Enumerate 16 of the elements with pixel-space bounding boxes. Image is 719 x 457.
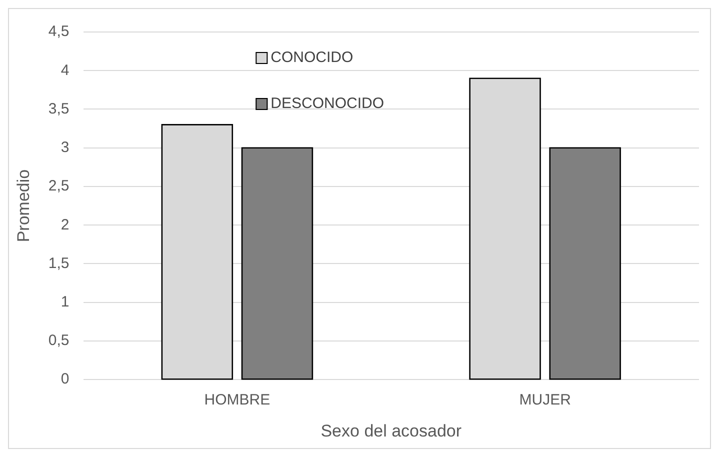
legend-label: DESCONOCIDO bbox=[270, 95, 384, 112]
x-tick-label: HOMBRE bbox=[204, 392, 270, 409]
legend-label: CONOCIDO bbox=[270, 49, 354, 66]
y-tick-label: 4 bbox=[60, 62, 70, 79]
y-tick-label: 3,5 bbox=[48, 100, 70, 118]
y-tick-label: 0,5 bbox=[48, 332, 70, 350]
y-tick-label: 3 bbox=[60, 139, 70, 156]
y-tick-label: 1,5 bbox=[48, 254, 70, 272]
y-axis-title: Promedio bbox=[14, 169, 33, 242]
y-tick-label: 0 bbox=[60, 370, 70, 388]
x-tick-label: MUJER bbox=[519, 392, 572, 409]
y-tick-label: 1 bbox=[60, 293, 70, 310]
y-tick-label: 4,5 bbox=[48, 23, 70, 40]
y-tick-label: 2 bbox=[60, 216, 70, 234]
x-axis-title: Sexo del acosador bbox=[320, 421, 462, 440]
y-tick-label: 2,5 bbox=[48, 178, 70, 195]
